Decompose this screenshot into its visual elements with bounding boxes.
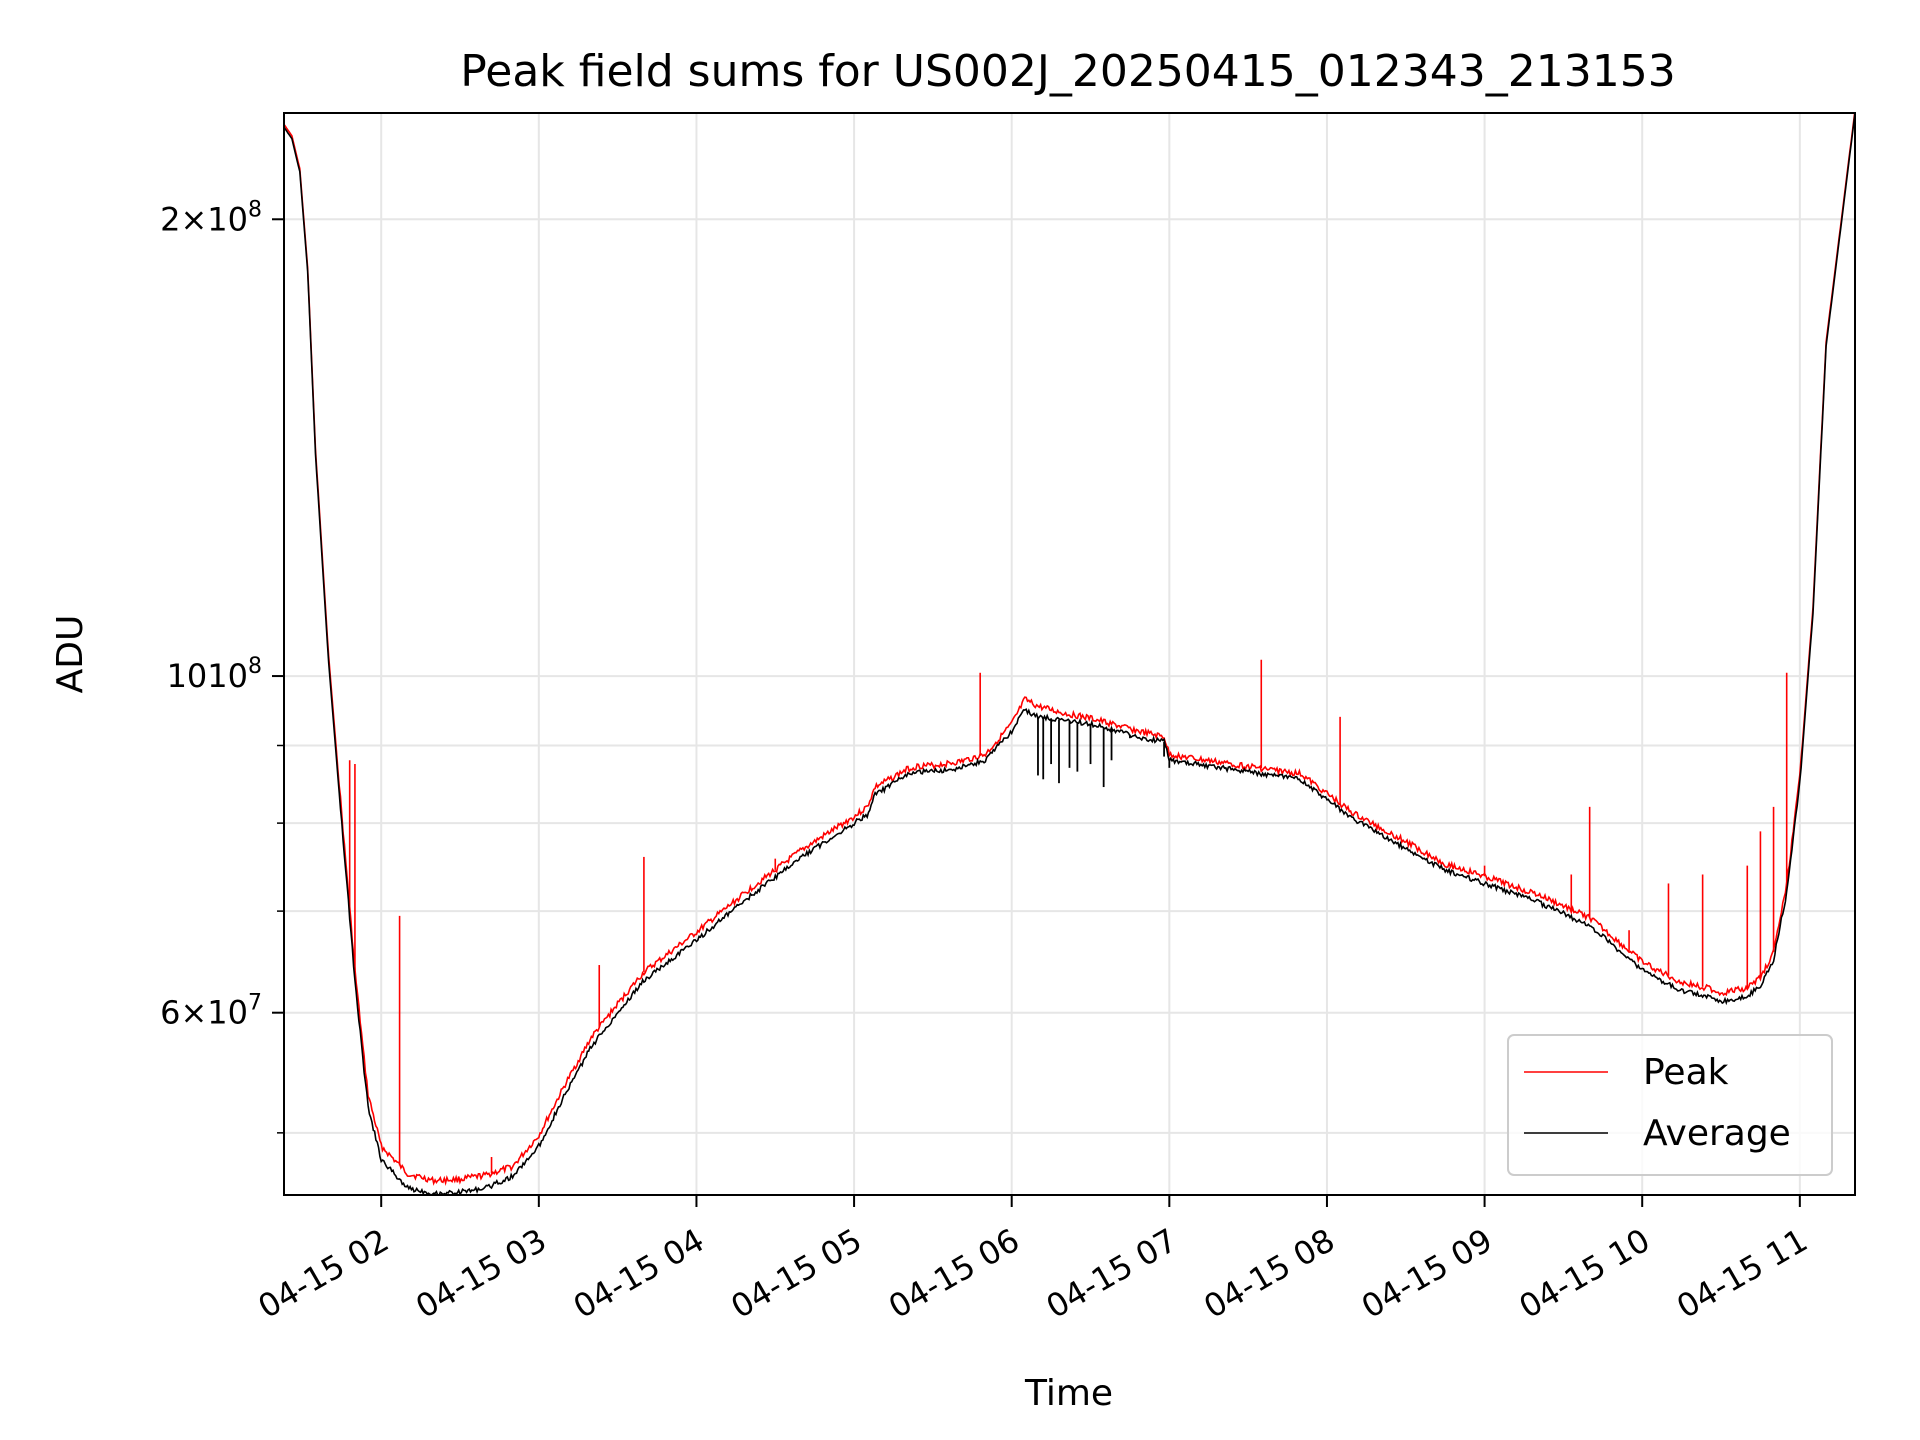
legend-peak-label: Peak	[1643, 1052, 1729, 1093]
legend-average-label: Average	[1643, 1113, 1791, 1154]
y-tick-label: 2×108	[160, 197, 262, 238]
series-peak-line	[284, 113, 1855, 1187]
series-group	[284, 113, 1855, 1195]
y-axis-label: ADU	[50, 615, 91, 694]
series-average-line	[284, 113, 1855, 1195]
x-axis-label: Time	[1024, 1373, 1113, 1414]
legend: Peak Average	[1507, 1034, 1833, 1176]
grid	[284, 113, 1855, 1195]
chart-title: Peak field sums for US002J_20250415_0123…	[460, 46, 1675, 97]
y-axis-ticks: 2×108 10108 6×107	[160, 197, 284, 1134]
y-tick-label: 6×107	[160, 991, 262, 1032]
legend-box	[1507, 1034, 1833, 1176]
plot-area-frame	[283, 112, 1856, 1196]
series-layer	[284, 113, 1855, 1195]
y-tick-label: 10108	[167, 654, 262, 695]
